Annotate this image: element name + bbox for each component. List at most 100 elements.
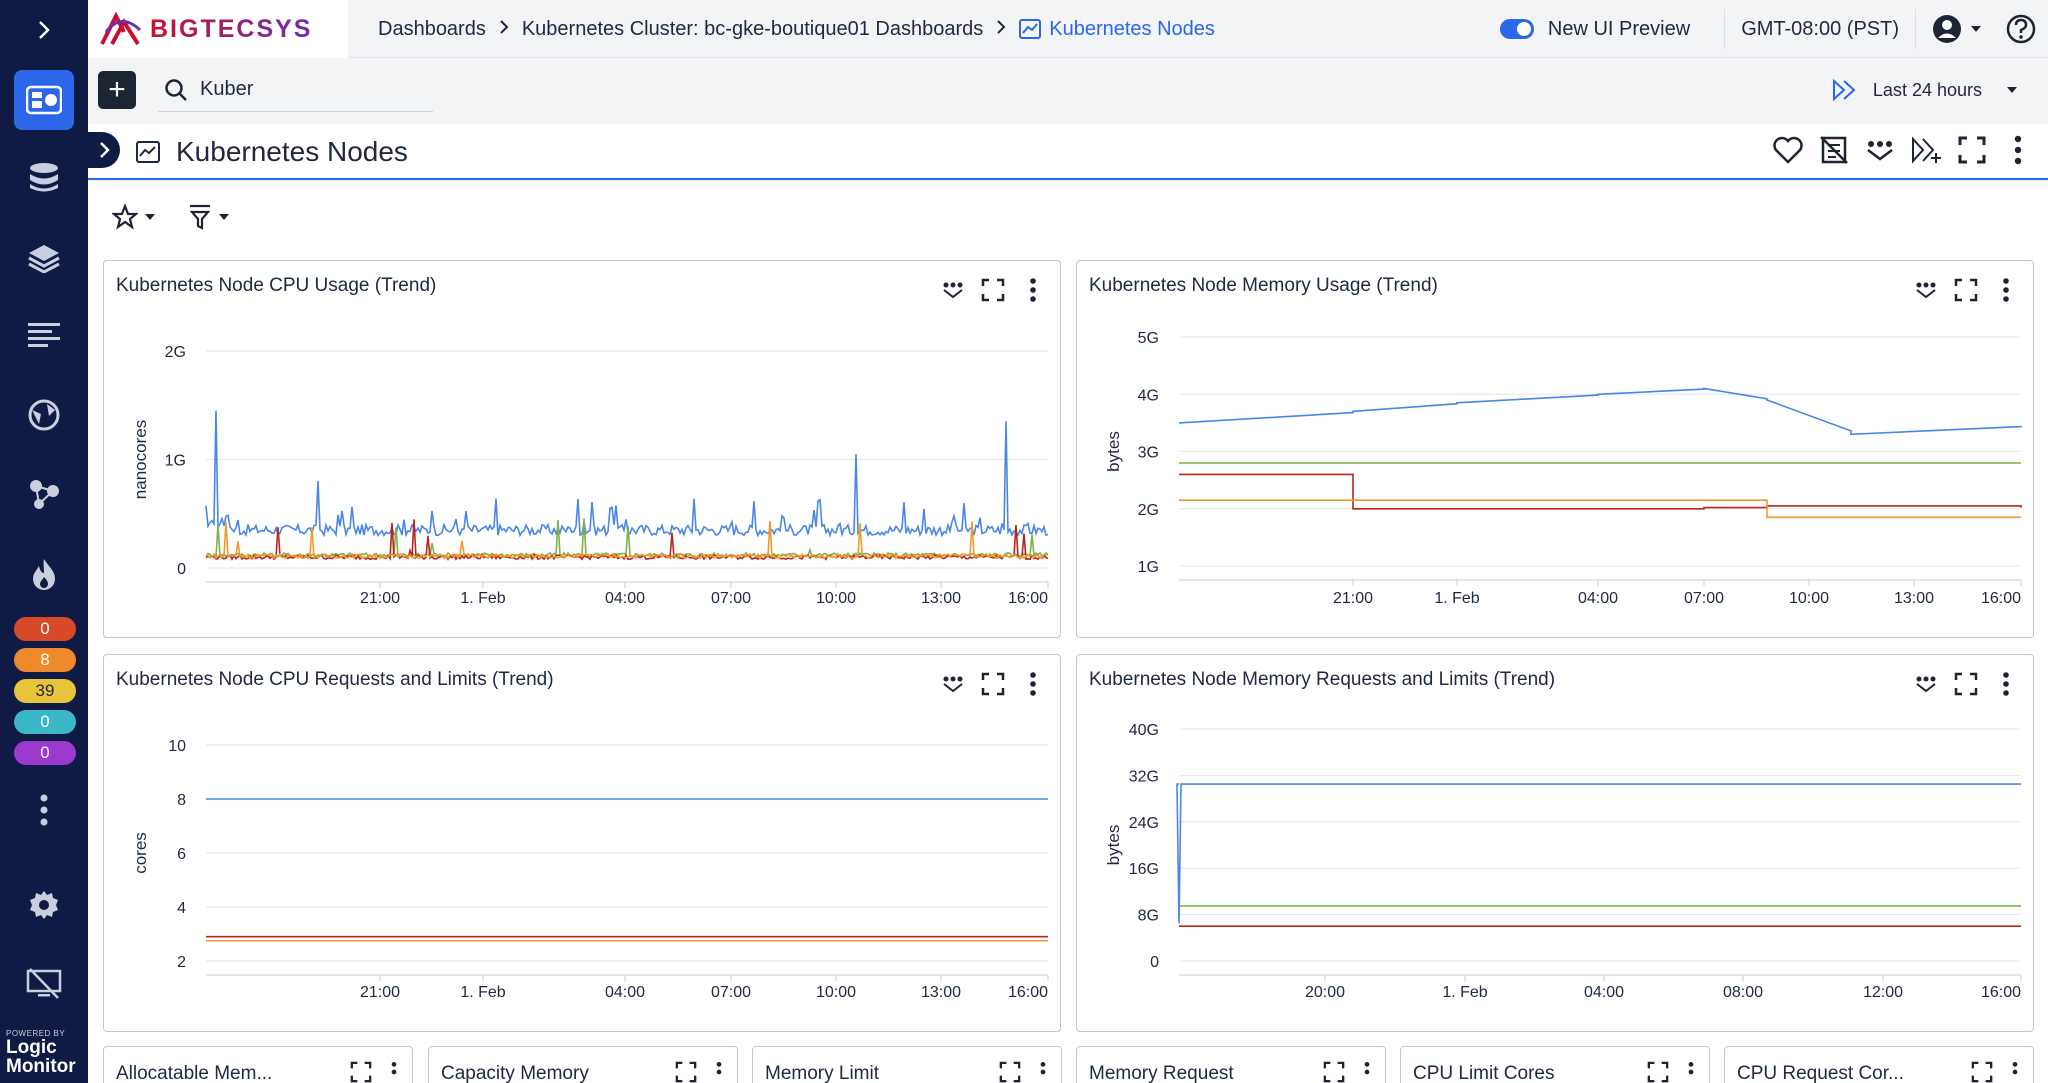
expand-tree-button[interactable] bbox=[88, 132, 120, 168]
series-line[interactable] bbox=[1179, 499, 2021, 519]
y-tick-label: 40G bbox=[1129, 722, 1159, 739]
y-tick-label: 24G bbox=[1129, 815, 1159, 832]
caret-down-icon bbox=[145, 214, 155, 220]
filter-dropdown[interactable] bbox=[188, 204, 230, 230]
more-options-icon[interactable] bbox=[715, 1061, 723, 1083]
fullscreen-icon[interactable] bbox=[675, 1061, 697, 1083]
breadcrumb-dashboards[interactable]: Dashboards bbox=[378, 17, 486, 40]
x-tick-label: 12:00 bbox=[1863, 984, 1903, 1001]
expand-nav-icon[interactable] bbox=[14, 0, 74, 60]
dashboard-header: Kubernetes Nodes bbox=[88, 124, 2048, 180]
more-options-icon[interactable] bbox=[2002, 132, 2034, 168]
search-input[interactable]: Kuber bbox=[158, 68, 433, 112]
brand-logo[interactable]: BIGTECSYS bbox=[88, 0, 348, 58]
widget-actions bbox=[940, 669, 1046, 699]
top-right-controls: New UI Preview GMT-08:00 (PST) bbox=[1499, 0, 2048, 58]
info-alerts-badge[interactable]: 0 bbox=[14, 710, 76, 734]
memory-usage-chart: 1G 2G 3G 4G 5G 21:00 1. Feb 04:00 07:00 10:00 13:0… bbox=[1104, 330, 2022, 607]
more-options-icon[interactable] bbox=[1020, 275, 1046, 305]
x-tick-label: 07:00 bbox=[1684, 590, 1724, 607]
more-vertical-icon[interactable] bbox=[14, 780, 74, 840]
y-tick-label: 2 bbox=[177, 954, 186, 971]
fullscreen-icon[interactable] bbox=[980, 669, 1006, 699]
layers-nav-icon[interactable] bbox=[14, 228, 74, 288]
x-tick-label: 04:00 bbox=[1584, 984, 1624, 1001]
top-bar: BIGTECSYS Dashboards Kubernetes Cluster:… bbox=[88, 0, 2048, 58]
fullscreen-icon[interactable] bbox=[1953, 669, 1979, 699]
allocatable-memory-widget: Allocatable Mem... bbox=[103, 1046, 413, 1083]
play-add-icon[interactable] bbox=[1910, 132, 1942, 168]
filter-dots-icon[interactable] bbox=[940, 275, 966, 305]
x-tick-label: 04:00 bbox=[1578, 590, 1618, 607]
widget-actions bbox=[1913, 275, 2019, 305]
y-tick-label: 32G bbox=[1129, 768, 1159, 785]
cpu-usage-chart: 0 1G 2G 21:00 1. Feb 04:00 07:00 10:00 13:00 16:0… bbox=[131, 344, 1049, 607]
caret-down-icon bbox=[2007, 87, 2017, 93]
series-line[interactable] bbox=[1178, 387, 2022, 436]
search-row: + Kuber Last 24 hours bbox=[88, 58, 2048, 124]
more-options-icon[interactable] bbox=[2011, 1061, 2019, 1083]
fullscreen-icon[interactable] bbox=[1956, 132, 1988, 168]
chevron-right-icon bbox=[995, 19, 1007, 40]
fullscreen-icon[interactable] bbox=[1971, 1061, 1993, 1083]
breadcrumb-current-label: Kubernetes Nodes bbox=[1049, 17, 1215, 40]
y-axis-label: bytes bbox=[1104, 431, 1123, 472]
fullscreen-icon[interactable] bbox=[1323, 1061, 1345, 1083]
filter-dots-icon[interactable] bbox=[940, 669, 966, 699]
x-tick-label: 1. Feb bbox=[460, 590, 505, 607]
fullscreen-icon[interactable] bbox=[350, 1061, 372, 1083]
filter-dots-icon[interactable] bbox=[1913, 669, 1939, 699]
series-line[interactable] bbox=[1176, 783, 2021, 924]
fullscreen-icon[interactable] bbox=[999, 1061, 1021, 1083]
y-tick-label: 2G bbox=[1138, 502, 1159, 519]
delete-widgets-icon[interactable] bbox=[1818, 132, 1850, 168]
fullscreen-icon[interactable] bbox=[1647, 1061, 1669, 1083]
breadcrumb-cluster-dashboards[interactable]: Kubernetes Cluster: bc-gke-boutique01 Da… bbox=[521, 17, 984, 40]
series-line[interactable] bbox=[205, 520, 1049, 560]
dashboards-nav-icon[interactable] bbox=[14, 70, 74, 130]
add-button[interactable]: + bbox=[98, 71, 136, 109]
logs-nav-icon[interactable] bbox=[14, 306, 74, 366]
x-tick-label: 21:00 bbox=[1333, 590, 1373, 607]
critical-alerts-badge[interactable]: 0 bbox=[14, 617, 76, 641]
x-tick-label: 16:00 bbox=[1981, 984, 2021, 1001]
y-axis-label: nanocores bbox=[131, 420, 150, 499]
time-range-selector[interactable]: Last 24 hours bbox=[1831, 72, 2018, 108]
series-line[interactable] bbox=[205, 410, 1049, 538]
screen-off-icon[interactable] bbox=[14, 954, 74, 1014]
topology-nav-icon[interactable] bbox=[14, 464, 74, 524]
filter-dots-icon[interactable] bbox=[1864, 132, 1896, 168]
favorite-heart-icon[interactable] bbox=[1772, 132, 1804, 168]
resources-nav-icon[interactable] bbox=[14, 148, 74, 208]
error-alerts-badge[interactable]: 8 bbox=[14, 648, 76, 672]
other-alerts-badge[interactable]: 0 bbox=[14, 741, 76, 765]
help-icon[interactable] bbox=[2006, 14, 2036, 44]
chart-icon bbox=[1019, 19, 1042, 39]
settings-gear-icon[interactable] bbox=[14, 875, 74, 935]
warning-alerts-badge[interactable]: 39 bbox=[14, 679, 76, 703]
fullscreen-icon[interactable] bbox=[980, 275, 1006, 305]
brand-name: BIGTECSYS bbox=[150, 14, 313, 43]
breadcrumb-current[interactable]: Kubernetes Nodes bbox=[1019, 18, 1215, 41]
x-tick-label: 16:00 bbox=[1008, 590, 1048, 607]
new-ui-preview-toggle[interactable] bbox=[1499, 19, 1534, 39]
websites-nav-icon[interactable] bbox=[14, 385, 74, 445]
widget-title: Memory Limit bbox=[765, 1063, 880, 1083]
fullscreen-icon[interactable] bbox=[1953, 275, 1979, 305]
divider bbox=[1915, 9, 1916, 49]
more-options-icon[interactable] bbox=[1020, 669, 1046, 699]
more-options-icon[interactable] bbox=[390, 1061, 398, 1083]
divider bbox=[1724, 9, 1726, 49]
more-options-icon[interactable] bbox=[1687, 1061, 1695, 1083]
more-options-icon[interactable] bbox=[1993, 669, 2019, 699]
filter-dots-icon[interactable] bbox=[1913, 275, 1939, 305]
user-account-icon[interactable] bbox=[1932, 14, 1982, 44]
series-line[interactable] bbox=[1179, 473, 2022, 510]
alerts-flame-nav-icon[interactable] bbox=[14, 544, 74, 604]
favorites-dropdown[interactable] bbox=[112, 204, 156, 230]
more-options-icon[interactable] bbox=[1039, 1061, 1047, 1083]
more-options-icon[interactable] bbox=[1993, 275, 2019, 305]
x-tick-label: 20:00 bbox=[1305, 984, 1345, 1001]
timezone-label[interactable]: GMT-08:00 (PST) bbox=[1741, 17, 1899, 40]
more-options-icon[interactable] bbox=[1363, 1061, 1371, 1083]
